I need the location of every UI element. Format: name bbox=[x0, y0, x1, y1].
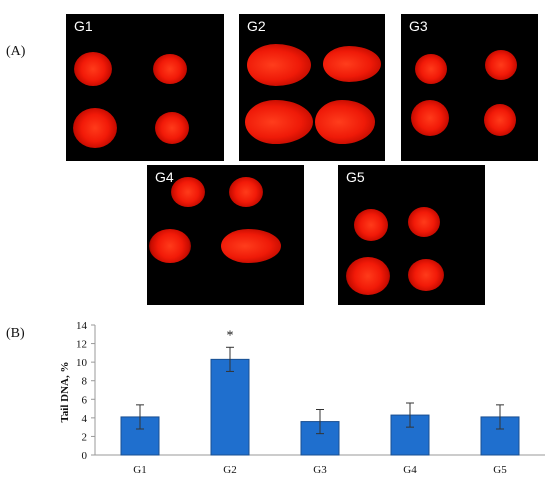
y-axis-label: Tail DNA, % bbox=[59, 361, 71, 422]
comet-image-g1: G1 bbox=[66, 14, 224, 161]
error-bar-g3 bbox=[316, 409, 324, 435]
x-tick-label: G2 bbox=[223, 464, 236, 476]
comet-spot bbox=[74, 52, 112, 86]
comet-spot bbox=[315, 100, 375, 144]
error-bar-g1 bbox=[136, 404, 144, 430]
error-bar-g4 bbox=[406, 402, 414, 428]
x-tick-label: G5 bbox=[493, 464, 507, 476]
comet-spot bbox=[415, 54, 447, 84]
y-tick-label: 6 bbox=[82, 394, 88, 406]
comet-spot bbox=[73, 108, 117, 148]
bar-g5 bbox=[480, 416, 520, 456]
bars bbox=[120, 358, 520, 456]
x-tick-label: G3 bbox=[313, 464, 327, 476]
comet-spot bbox=[323, 46, 381, 82]
y-tick-labels: 0 2 4 6 8 10 12 14 bbox=[76, 320, 95, 462]
y-tick-label: 12 bbox=[76, 339, 87, 351]
bar-g3 bbox=[300, 421, 340, 456]
error-bar-g2 bbox=[226, 346, 234, 372]
y-tick-label: 14 bbox=[76, 320, 88, 332]
x-tick-label: G1 bbox=[133, 464, 146, 476]
comet-spot bbox=[408, 259, 444, 291]
tail-dna-bar-chart: 0 2 4 6 8 10 12 14 * G1 G2 G3 G4 G5 Tail DNA, % bbox=[59, 320, 545, 476]
y-tick-label: 0 bbox=[82, 450, 88, 462]
comet-spot bbox=[484, 104, 516, 136]
error-bar-g5 bbox=[496, 404, 504, 430]
bar-g2 bbox=[210, 358, 250, 456]
error-bars bbox=[136, 346, 504, 435]
significance-markers: * bbox=[227, 328, 234, 343]
comet-spot bbox=[153, 54, 187, 84]
comet-label-g4: G4 bbox=[155, 169, 174, 185]
comet-spot bbox=[245, 100, 313, 144]
comet-image-g4: G4 bbox=[147, 165, 304, 305]
comet-label-g3: G3 bbox=[409, 18, 428, 34]
significance-marker: * bbox=[227, 328, 234, 343]
comet-label-g5: G5 bbox=[346, 169, 365, 185]
comet-spot bbox=[408, 207, 440, 237]
comet-image-g5: G5 bbox=[338, 165, 485, 305]
comet-spot bbox=[149, 229, 191, 263]
panel-a-label: (A) bbox=[6, 44, 26, 59]
comet-spot bbox=[485, 50, 517, 80]
comet-spot bbox=[247, 44, 311, 86]
comet-spot bbox=[229, 177, 263, 207]
y-tick-label: 4 bbox=[82, 413, 88, 425]
comet-spot bbox=[346, 257, 390, 295]
y-tick-label: 8 bbox=[82, 376, 88, 388]
comet-label-g1: G1 bbox=[74, 18, 93, 34]
comet-image-g2: G2 bbox=[239, 14, 385, 161]
comet-spot bbox=[411, 100, 449, 136]
x-tick-labels: G1 G2 G3 G4 G5 bbox=[133, 464, 507, 476]
panel-b-label: (B) bbox=[6, 326, 25, 341]
y-tick-label: 10 bbox=[76, 357, 88, 369]
comet-label-g2: G2 bbox=[247, 18, 266, 34]
x-tick-label: G4 bbox=[403, 464, 417, 476]
comet-spot bbox=[171, 177, 205, 207]
comet-spot bbox=[354, 209, 388, 241]
y-tick-label: 2 bbox=[82, 431, 88, 443]
comet-image-g3: G3 bbox=[401, 14, 538, 161]
comet-spot bbox=[221, 229, 281, 263]
comet-spot bbox=[155, 112, 189, 144]
